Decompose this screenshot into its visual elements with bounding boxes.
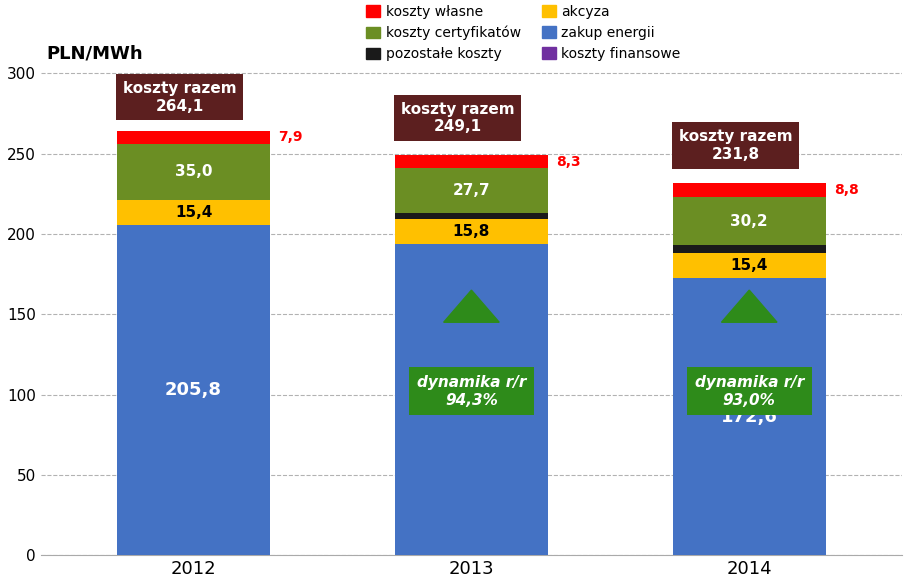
Bar [395,155,548,168]
Text: dynamika r/r
93,0%: dynamika r/r 93,0% [694,375,804,408]
Bar [395,219,548,245]
Bar [673,183,825,197]
Bar [395,213,548,219]
Bar [673,278,825,555]
Text: 30,2: 30,2 [731,214,768,229]
Bar [117,144,270,200]
Text: 15,4: 15,4 [731,258,768,273]
Text: 8,8: 8,8 [834,183,859,197]
Bar [673,246,825,253]
Text: dynamika r/r
94,3%: dynamika r/r 94,3% [416,375,526,408]
Text: 172,6: 172,6 [721,408,778,425]
Bar [673,253,825,278]
Legend: koszty własne, koszty certyfikatów, pozostałe koszty, akcyza, zakup energii, kos: koszty własne, koszty certyfikatów, pozo… [366,5,681,61]
Text: 7,9: 7,9 [278,130,303,144]
Text: 35,0: 35,0 [175,164,213,179]
Bar [117,225,270,555]
Bar [117,200,270,225]
Text: 27,7: 27,7 [453,183,490,198]
Bar [395,168,548,213]
Text: 15,4: 15,4 [175,205,213,220]
Bar [117,131,270,144]
Bar [673,197,825,246]
Text: 8,3: 8,3 [556,154,581,168]
Text: koszty razem
264,1: koszty razem 264,1 [123,81,236,113]
Bar [395,245,548,555]
Text: koszty razem
231,8: koszty razem 231,8 [678,129,792,162]
Polygon shape [722,290,777,322]
Text: 15,8: 15,8 [453,224,490,239]
Text: 193,5: 193,5 [443,391,500,409]
Text: 205,8: 205,8 [165,381,222,399]
Text: PLN/MWh: PLN/MWh [46,44,143,63]
Polygon shape [444,290,499,322]
Text: koszty razem
249,1: koszty razem 249,1 [401,102,514,135]
